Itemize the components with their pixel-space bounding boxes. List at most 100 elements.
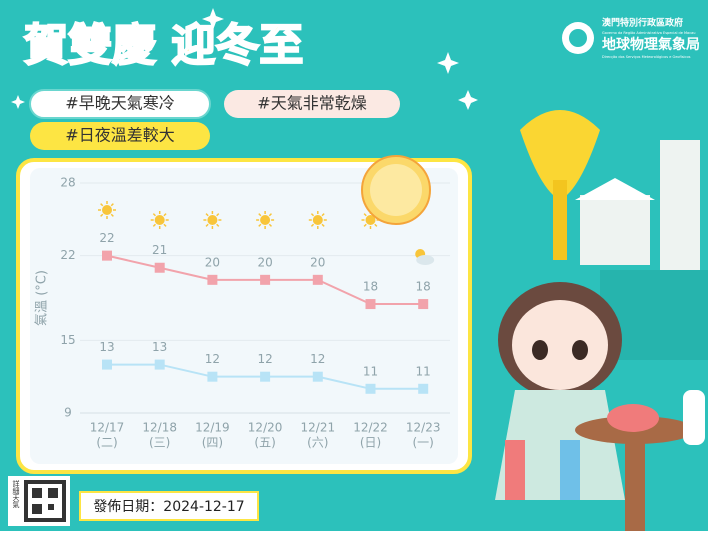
sun-ray	[110, 213, 114, 217]
point	[365, 299, 376, 310]
y-tick-label: 22	[60, 248, 75, 262]
point	[102, 250, 112, 261]
point	[418, 383, 429, 394]
tags: #早晚天氣寒冷 #天氣非常乾燥 #日夜溫差較大	[29, 89, 400, 150]
point	[260, 274, 271, 285]
title: 賀雙慶 迎冬至	[24, 20, 303, 71]
value-label: 18	[416, 280, 431, 294]
x-tick-weekday: (三)	[149, 436, 170, 450]
sun-ray	[100, 203, 104, 207]
illustration	[495, 110, 708, 531]
value-label: 20	[205, 255, 220, 269]
value-label: 20	[310, 255, 325, 269]
sun-ray	[216, 213, 220, 217]
point	[154, 262, 165, 273]
sun-ray	[152, 223, 156, 227]
weather-icon	[203, 211, 222, 229]
x-tick-weekday: (日)	[360, 436, 381, 450]
sun-ray	[363, 223, 367, 227]
dept: 地球物理氣象局	[602, 36, 700, 53]
y-tick-label: 9	[64, 406, 72, 420]
weather-icon	[98, 201, 116, 219]
sun	[102, 205, 112, 215]
value-label: 20	[257, 255, 272, 269]
org: 澳門特別行政區政府	[602, 17, 683, 29]
y-tick-label: 28	[60, 176, 75, 190]
x-tick-weekday: (六)	[307, 436, 328, 450]
sun-ray	[152, 213, 156, 217]
tag: #日夜溫差較大	[65, 126, 174, 145]
cloud	[416, 255, 435, 265]
weather-icon	[256, 211, 275, 229]
sun	[207, 215, 218, 225]
value-label: 11	[363, 364, 378, 378]
value-label: 22	[99, 231, 114, 245]
x-tick-label: 12/22	[353, 421, 388, 435]
x-tick-weekday: (四)	[202, 436, 223, 450]
sun-ray	[374, 223, 378, 227]
chart: 氣溫 (°C) 9 15 22 28 12/17(二) 12/18(三) 12/19(四) 12…	[35, 176, 450, 450]
sun-ray	[110, 203, 114, 207]
weather-icon	[150, 211, 169, 229]
value-label: 12	[205, 352, 220, 366]
sparkles	[11, 8, 478, 110]
value-label: 13	[99, 340, 114, 354]
issue-date: 發佈日期：2024-12-17	[93, 498, 244, 515]
point	[154, 359, 165, 370]
point	[418, 299, 429, 310]
sun-ray	[258, 213, 262, 217]
sun-ray	[163, 213, 167, 217]
point	[260, 371, 271, 382]
sun-ray	[100, 213, 104, 217]
weather-icon	[308, 211, 327, 229]
point	[365, 383, 376, 394]
x-tick-label: 12/21	[301, 421, 336, 435]
sun-ray	[205, 213, 209, 217]
sun-ray	[258, 223, 262, 227]
value-label: 12	[310, 352, 325, 366]
dept-pt: Direcção dos Serviços Meteorológicos e G…	[602, 55, 691, 59]
x-tick-label: 12/23	[406, 421, 441, 435]
point	[102, 359, 112, 370]
sun-ray	[310, 213, 315, 217]
y-axis-label: 氣溫 (°C)	[35, 270, 50, 326]
value-label: 18	[363, 280, 378, 294]
value-label: 11	[416, 364, 431, 378]
sun-ray	[321, 213, 325, 217]
x-tick-weekday: (五)	[254, 436, 275, 450]
x-tick-label: 12/20	[248, 421, 283, 435]
sun-ray	[363, 213, 367, 217]
point	[312, 371, 323, 382]
y-tick-label: 15	[60, 333, 75, 347]
sun-mascot	[361, 155, 431, 225]
sun	[154, 215, 165, 225]
logo: 澳門特別行政區政府 Governo da Região Administrati…	[562, 17, 700, 59]
plot-area	[30, 168, 458, 464]
tag: #天氣非常乾燥	[257, 94, 366, 113]
x-tick-weekday: (二)	[96, 436, 117, 450]
sun-ray	[205, 223, 209, 227]
point	[312, 274, 323, 285]
sun-ray	[321, 223, 325, 227]
sun-ray	[163, 223, 167, 227]
value-label: 13	[152, 340, 167, 354]
x-tick-label: 12/18	[142, 421, 177, 435]
sun-ray	[310, 223, 315, 227]
x-tick-label: 12/17	[90, 421, 125, 435]
sun	[312, 215, 323, 225]
x-tick-weekday: (一)	[413, 436, 434, 450]
value-label: 12	[257, 352, 272, 366]
date-box	[79, 491, 259, 521]
sun	[365, 215, 376, 225]
sun-ray	[216, 223, 220, 227]
value-label: 21	[152, 243, 167, 257]
sun-ray	[268, 223, 272, 227]
qr-label: 詳細天氣	[12, 479, 20, 508]
x-tick-label: 12/19	[195, 421, 230, 435]
sun-ray	[268, 213, 272, 217]
tag: #早晚天氣寒冷	[65, 94, 174, 113]
sun	[260, 215, 271, 225]
point	[207, 274, 218, 285]
org-pt: Governo da Região Administrativa Especia…	[602, 31, 695, 35]
